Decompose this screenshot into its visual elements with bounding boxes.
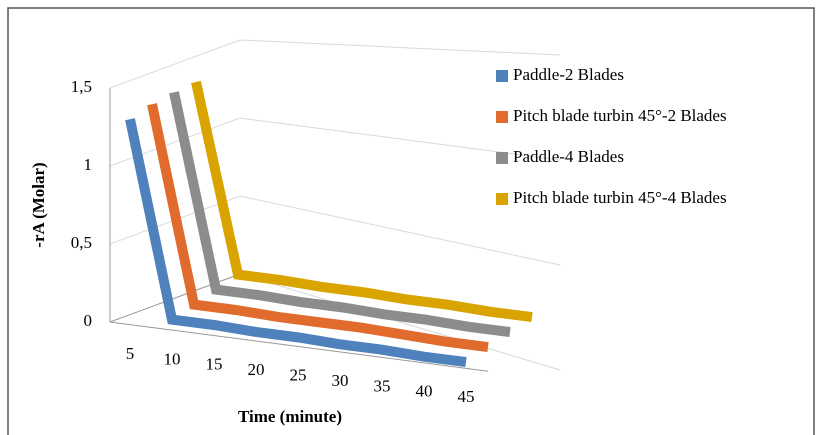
legend-label: Paddle-2 Blades [513,65,624,84]
chart-frame [7,7,815,435]
series-ribbon [169,91,511,338]
legend-swatch [496,111,508,123]
legend-swatch [496,193,508,205]
legend-swatch [496,152,508,164]
legend-label: Paddle-4 Blades [513,147,624,166]
x-tick-label: 15 [206,355,223,374]
y-axis-label: -rA (Molar) [29,162,48,247]
x-tick-label: 20 [248,360,265,379]
series-ribbon [147,103,489,353]
x-axis [109,321,489,372]
x-tick-label: 40 [416,382,433,401]
x-tick-label: 25 [290,366,307,385]
series-ribbon [125,118,467,368]
x-axis-label: Time (minute) [238,407,342,426]
legend-swatch [496,70,508,82]
y-tick-label: 1,5 [71,77,92,96]
series-ribbon [191,80,533,323]
x-tick-label: 5 [126,344,135,363]
x-tick-label: 35 [374,376,391,395]
legend-label: Pitch blade turbin 45°-2 Blades [513,106,727,125]
y-tick-label: 0 [84,311,93,330]
x-tick-label: 10 [164,349,181,368]
legend-label: Pitch blade turbin 45°-4 Blades [513,188,727,207]
grid-line [109,117,561,167]
x-tick-label: 30 [332,371,349,390]
x-tick-label: 45 [458,387,475,406]
grid-line [109,39,561,89]
y-tick-label: 1 [84,155,93,174]
y-tick-label: 0,5 [71,233,92,252]
